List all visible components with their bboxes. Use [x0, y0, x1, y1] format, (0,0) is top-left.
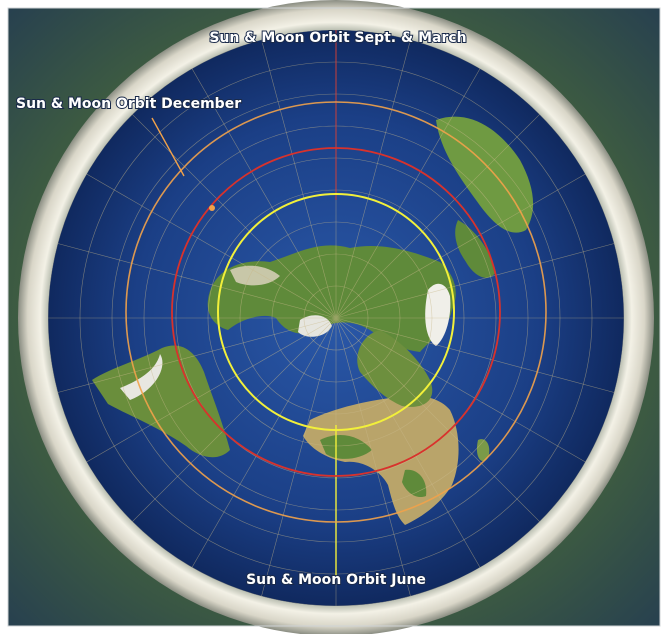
orbit-equinox-circle	[171, 147, 501, 477]
december-orbit-pointer	[151, 117, 185, 177]
meridian-line	[335, 317, 586, 463]
meridian-line	[132, 114, 337, 319]
meridian-line	[86, 317, 337, 463]
meridian-line	[335, 317, 481, 568]
meridian-line	[335, 114, 540, 319]
meridian-line	[335, 317, 411, 597]
sun-marker	[209, 205, 215, 211]
meridian-line	[57, 317, 337, 393]
orbit-june-circle	[217, 193, 455, 431]
meridian-line	[261, 317, 337, 597]
meridian-line	[335, 39, 411, 319]
label-orbit-equinox: Sun & Moon Orbit Sept. & March	[209, 30, 466, 46]
map-frame	[7, 7, 661, 627]
meridian-line	[86, 173, 337, 319]
meridian-line	[261, 39, 337, 319]
label-orbit-december: Sun & Moon Orbit December	[16, 96, 241, 112]
meridian-line	[335, 317, 540, 522]
meridian-line	[57, 243, 337, 319]
meridian-line	[191, 68, 337, 319]
south-america-landmass	[92, 345, 230, 458]
meridian-line	[191, 317, 337, 568]
australia-asia-landmass	[436, 116, 534, 233]
meridian-line	[335, 68, 481, 319]
label-orbit-june: Sun & Moon Orbit June	[246, 572, 426, 588]
meridian-line	[335, 173, 586, 319]
meridian-line	[335, 243, 615, 319]
meridian-line	[335, 317, 615, 393]
meridian-line	[132, 317, 337, 522]
orbit-december-circle	[125, 101, 547, 523]
longitude-grid	[48, 30, 624, 606]
